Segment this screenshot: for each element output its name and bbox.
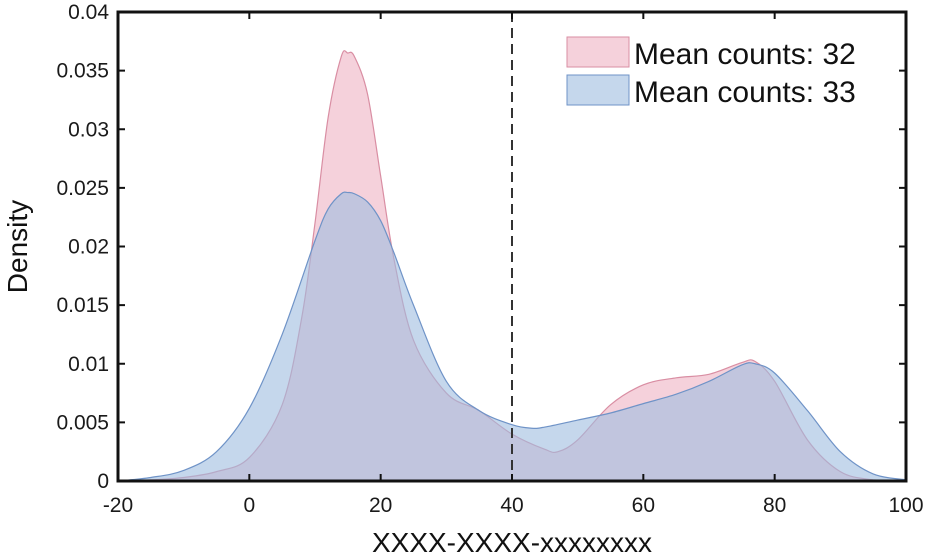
y-tick-label: 0.025 bbox=[56, 177, 109, 200]
legend-swatch-series-2 bbox=[566, 74, 630, 106]
legend-label-series-2: Mean counts: 33 bbox=[634, 76, 856, 109]
legend-swatch-series-1 bbox=[566, 36, 630, 68]
x-axis-title: XXXX-XXXX-xxxxxxxx bbox=[372, 527, 652, 555]
density-area-series-2 bbox=[118, 192, 906, 481]
y-tick-label: 0.02 bbox=[68, 236, 109, 259]
y-tick-label: 0.01 bbox=[68, 353, 109, 376]
y-tick-label: 0.035 bbox=[56, 60, 109, 83]
x-tick-label: 80 bbox=[763, 494, 786, 517]
y-tick-label: 0.015 bbox=[56, 294, 109, 317]
density-areas bbox=[117, 50, 907, 482]
x-tick-label: 100 bbox=[888, 494, 923, 517]
density-curve-series-2 bbox=[117, 191, 907, 482]
y-tick-label: 0.04 bbox=[68, 1, 109, 24]
x-tick-label: 40 bbox=[500, 494, 523, 517]
legend: Mean counts: 32 Mean counts: 33 bbox=[566, 36, 856, 109]
legend-label-series-1: Mean counts: 32 bbox=[634, 38, 856, 71]
y-tick-label: 0.03 bbox=[68, 118, 109, 141]
y-axis-title: Density bbox=[2, 200, 33, 293]
x-tick-label: -20 bbox=[103, 494, 133, 517]
y-tick-label: 0.005 bbox=[56, 411, 109, 434]
x-tick-label: 60 bbox=[632, 494, 655, 517]
y-tick-label: 0 bbox=[97, 470, 109, 493]
x-tick-label: 20 bbox=[369, 494, 392, 517]
axis-ticks: -20 0 20 40 60 80 10000.0050.010.0150.020.0250… bbox=[56, 1, 923, 517]
x-tick-label: 0 bbox=[243, 494, 255, 517]
